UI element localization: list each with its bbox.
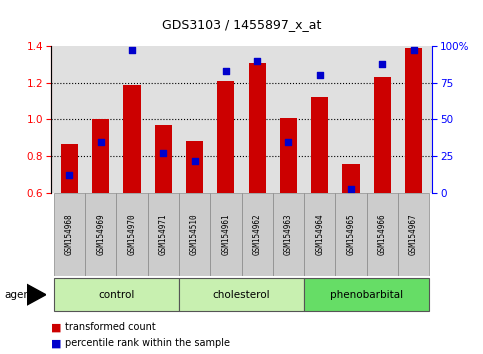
Text: GSM154966: GSM154966 [378, 214, 387, 255]
Text: agent: agent [5, 290, 35, 300]
Bar [280, 118, 297, 193]
Text: GSM154965: GSM154965 [346, 214, 355, 255]
Bar [405, 48, 422, 193]
Bar [54, 193, 85, 276]
Bar [398, 193, 429, 276]
Bar [155, 125, 172, 193]
Text: GDS3103 / 1455897_x_at: GDS3103 / 1455897_x_at [162, 18, 321, 31]
Bar [304, 193, 335, 276]
Bar [342, 164, 359, 193]
Bar [304, 278, 429, 312]
Point [347, 186, 355, 192]
Bar [273, 193, 304, 276]
Text: GSM154969: GSM154969 [96, 214, 105, 255]
Point [97, 139, 105, 144]
Text: GSM154964: GSM154964 [315, 214, 324, 255]
Bar [92, 119, 109, 193]
Bar [311, 97, 328, 193]
Bar [61, 144, 78, 193]
Bar [249, 63, 266, 193]
Text: GSM154961: GSM154961 [221, 214, 230, 255]
Point [159, 150, 167, 156]
Text: phenobarbital: phenobarbital [330, 290, 403, 300]
Text: control: control [98, 290, 135, 300]
Text: cholesterol: cholesterol [213, 290, 270, 300]
Point [191, 158, 199, 164]
Bar [217, 81, 234, 193]
Text: GSM154970: GSM154970 [128, 214, 137, 255]
Bar [116, 193, 148, 276]
Bar [367, 193, 398, 276]
Text: ■: ■ [51, 338, 61, 348]
Bar [186, 141, 203, 193]
Bar [179, 278, 304, 312]
Polygon shape [27, 284, 46, 305]
Bar [124, 85, 141, 193]
Bar [374, 77, 391, 193]
Bar [179, 193, 210, 276]
Text: GSM154962: GSM154962 [253, 214, 262, 255]
Bar [210, 193, 242, 276]
Bar [148, 193, 179, 276]
Point [222, 68, 230, 74]
Bar [242, 193, 273, 276]
Text: transformed count: transformed count [65, 322, 156, 332]
Bar [54, 278, 179, 312]
Point [128, 47, 136, 53]
Text: GSM154968: GSM154968 [65, 214, 74, 255]
Text: GSM154971: GSM154971 [159, 214, 168, 255]
Point [284, 139, 292, 144]
Point [378, 61, 386, 67]
Text: GSM154510: GSM154510 [190, 214, 199, 255]
Bar [85, 193, 116, 276]
Point [66, 172, 73, 178]
Point [316, 73, 324, 78]
Point [253, 58, 261, 64]
Text: GSM154963: GSM154963 [284, 214, 293, 255]
Point [410, 47, 417, 53]
Text: ■: ■ [51, 322, 61, 332]
Text: percentile rank within the sample: percentile rank within the sample [65, 338, 230, 348]
Bar [335, 193, 367, 276]
Text: GSM154967: GSM154967 [409, 214, 418, 255]
